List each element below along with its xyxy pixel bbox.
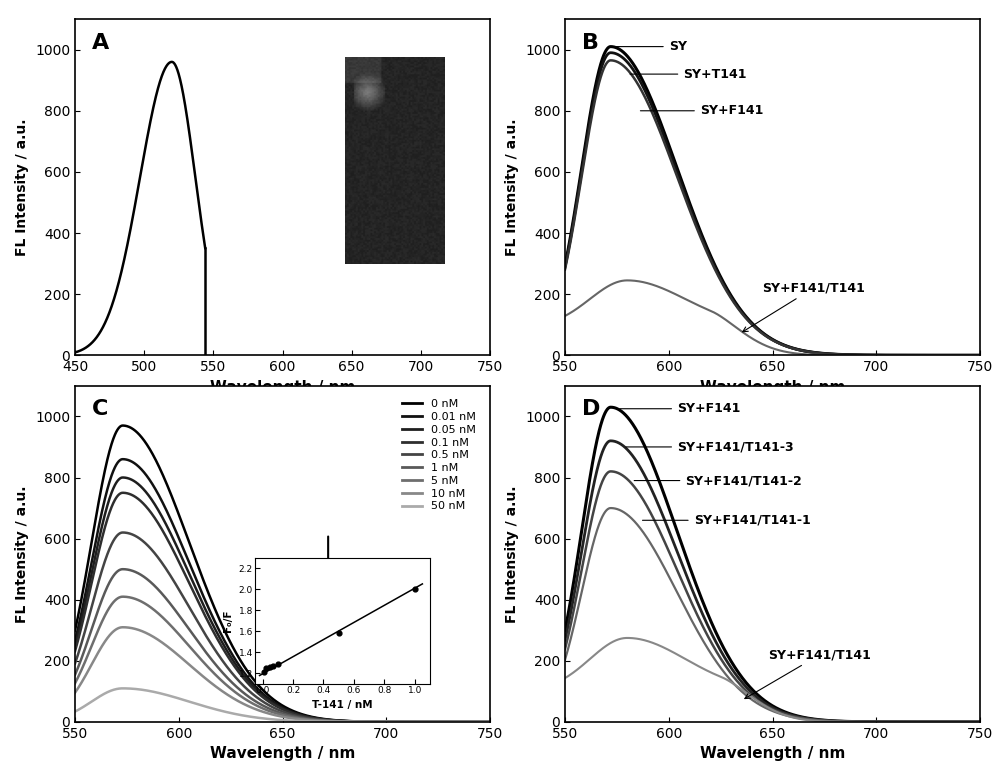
Text: SY+T141: SY+T141 bbox=[630, 67, 747, 81]
X-axis label: Wavelength / nm: Wavelength / nm bbox=[210, 746, 355, 762]
Text: B: B bbox=[582, 33, 599, 53]
Text: SY+F141: SY+F141 bbox=[640, 104, 763, 118]
Text: D: D bbox=[582, 400, 600, 419]
Text: SY+F141/T141-2: SY+F141/T141-2 bbox=[634, 474, 802, 487]
Text: SY+F141/T141: SY+F141/T141 bbox=[743, 281, 865, 332]
Point bbox=[262, 661, 278, 673]
Y-axis label: F₀/F: F₀/F bbox=[223, 610, 233, 632]
Text: SY+F141/T141-1: SY+F141/T141-1 bbox=[642, 513, 810, 527]
Text: C: C bbox=[92, 400, 108, 419]
Point bbox=[265, 660, 281, 672]
Point bbox=[258, 662, 274, 674]
Text: SY+F141: SY+F141 bbox=[620, 402, 740, 416]
Text: A: A bbox=[92, 33, 109, 53]
Y-axis label: FL Intensity / a.u.: FL Intensity / a.u. bbox=[15, 118, 29, 256]
Point bbox=[331, 627, 347, 639]
Text: SY+F141/T141: SY+F141/T141 bbox=[745, 648, 871, 698]
Text: SY: SY bbox=[613, 40, 687, 53]
Text: SY+F141/T141-3: SY+F141/T141-3 bbox=[626, 440, 794, 454]
X-axis label: Wavelength / nm: Wavelength / nm bbox=[210, 380, 355, 395]
X-axis label: Wavelength / nm: Wavelength / nm bbox=[700, 380, 845, 395]
Point bbox=[256, 666, 272, 678]
Y-axis label: FL Intensity / a.u.: FL Intensity / a.u. bbox=[15, 485, 29, 623]
Y-axis label: FL Intensity / a.u.: FL Intensity / a.u. bbox=[505, 485, 519, 623]
X-axis label: Wavelength / nm: Wavelength / nm bbox=[700, 746, 845, 762]
Point bbox=[407, 583, 423, 595]
Y-axis label: FL Intensity / a.u.: FL Intensity / a.u. bbox=[505, 118, 519, 256]
Point bbox=[270, 658, 286, 670]
X-axis label: T-141 / nM: T-141 / nM bbox=[312, 701, 373, 711]
Legend: 0 nM, 0.01 nM, 0.05 nM, 0.1 nM, 0.5 nM, 1 nM, 5 nM, 10 nM, 50 nM: 0 nM, 0.01 nM, 0.05 nM, 0.1 nM, 0.5 nM, … bbox=[398, 395, 480, 516]
